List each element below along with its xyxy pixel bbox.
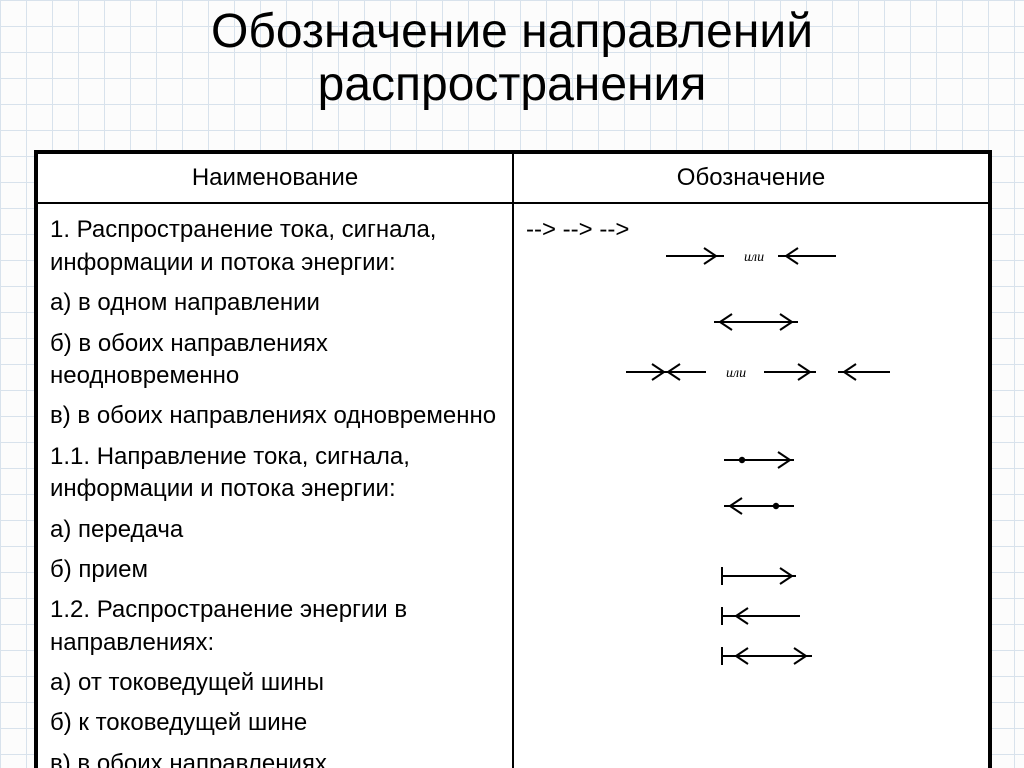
symbol-transmit bbox=[526, 446, 992, 474]
row-text: б) к токоведущей шине bbox=[50, 707, 500, 739]
row-text: б) прием bbox=[50, 554, 500, 586]
slide-page: Обозначение направлений распространения … bbox=[0, 0, 1024, 768]
symbols-table: Наименование Обозначение 1. Распростране… bbox=[36, 152, 990, 768]
symbol-one-direction: или bbox=[526, 242, 992, 270]
symbol-bus-both bbox=[526, 642, 992, 670]
row-text: а) в одном направлении bbox=[50, 287, 500, 319]
header-symbol: Обозначение bbox=[513, 153, 989, 203]
symbol-to-bus bbox=[526, 602, 992, 630]
row-text: а) от токоведущей шины bbox=[50, 667, 500, 699]
symbol-both-sim: или bbox=[526, 358, 992, 386]
page-title: Обозначение направлений распространения bbox=[0, 0, 1024, 122]
row-text: 1.2. Распространение энергии в направлен… bbox=[50, 594, 500, 659]
row-text: 1.1. Направление тока, сигнала, информац… bbox=[50, 441, 500, 506]
table-header-row: Наименование Обозначение bbox=[37, 153, 989, 203]
title-line-1: Обозначение направлений bbox=[211, 5, 813, 58]
row-text: б) в обоих направлениях неодновременно bbox=[50, 328, 500, 393]
names-cell: 1. Распространение тока, сигнала, информ… bbox=[37, 203, 513, 768]
row-text: в) в обоих направлениях bbox=[50, 748, 500, 768]
table-body-row: 1. Распространение тока, сигнала, информ… bbox=[37, 203, 989, 768]
symbol-receive bbox=[526, 492, 992, 520]
content-box: Наименование Обозначение 1. Распростране… bbox=[34, 150, 992, 768]
symbol-both-nonsim bbox=[526, 308, 992, 336]
symbols-cell: или --> bbox=[513, 203, 989, 768]
ili-label: или bbox=[744, 250, 764, 265]
symbols-area: или --> bbox=[526, 214, 976, 768]
ili-label: или bbox=[726, 366, 746, 381]
symbol-from-bus bbox=[526, 562, 992, 590]
title-line-2: распространения bbox=[318, 58, 707, 111]
header-name: Наименование bbox=[37, 153, 513, 203]
row-text: 1. Распространение тока, сигнала, информ… bbox=[50, 214, 500, 279]
row-text: в) в обоих направлениях одновременно bbox=[50, 400, 500, 432]
row-text: а) передача bbox=[50, 514, 500, 546]
